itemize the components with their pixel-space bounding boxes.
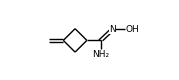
Text: N: N <box>109 25 116 34</box>
Text: OH: OH <box>126 25 139 34</box>
Text: NH₂: NH₂ <box>92 50 109 59</box>
